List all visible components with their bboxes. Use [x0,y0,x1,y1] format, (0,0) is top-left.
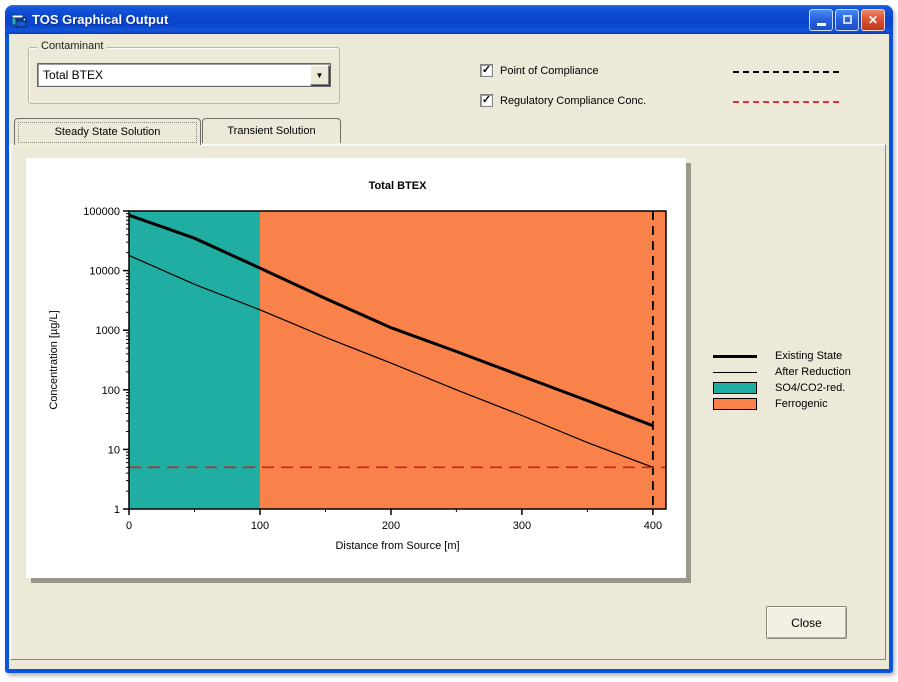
chart-canvas: 1 10 100 1000 10000 100000 0 100 200 300 400 Total … [26,158,686,583]
x-axis-label: Distance from Source [m] [335,540,459,552]
svg-text:400: 400 [644,520,662,532]
contaminant-group-label: Contaminant [37,40,108,52]
legend-label: SO4/CO2-red. [775,382,846,394]
close-button[interactable]: Close [766,606,847,639]
point-of-compliance-row: ✓ Point of Compliance [480,64,598,77]
dropdown-arrow-button[interactable]: ▼ [310,65,329,85]
zone [129,211,260,509]
chart-legend: Existing State After Reduction SO4/CO2-r… [713,348,883,412]
regulatory-compliance-label: Regulatory Compliance Conc. [500,94,647,107]
tab-steady-state-solution[interactable]: Steady State Solution [14,118,201,145]
minimize-icon [816,23,826,26]
thin-line-swatch [713,371,757,373]
legend-label: Existing State [775,350,843,362]
svg-text:100: 100 [251,520,269,532]
svg-text:10: 10 [108,444,120,456]
maximize-icon [842,15,852,24]
series-line [128,254,654,468]
legend-item-so4-co2-red: SO4/CO2-red. [713,380,883,396]
chart-panel: 1 10 100 1000 10000 100000 0 100 200 300 400 Total … [26,158,686,578]
regulatory-compliance-line-sample [733,101,839,103]
svg-text:300: 300 [513,520,531,532]
legend-label: After Reduction [775,366,851,378]
regulatory-compliance-checkbox[interactable]: ✓ [480,94,493,107]
minimize-button[interactable] [809,8,833,31]
thick-line-swatch [713,354,757,358]
app-icon [11,12,27,28]
regulatory-compliance-row: ✓ Regulatory Compliance Conc. [480,94,646,107]
point-of-compliance-checkbox[interactable]: ✓ [480,64,493,77]
series-line [128,213,654,428]
chevron-down-icon: ▼ [315,70,324,80]
legend-label: Ferrogenic [775,398,828,410]
contaminant-dropdown[interactable]: Total BTEX ▼ [37,63,331,87]
y-axis-label: Concentration [µg/L] [48,310,60,409]
dialog-client-area: Contaminant Total BTEX ▼ ✓ Point of Comp… [9,34,889,669]
svg-text:100000: 100000 [83,206,120,218]
contaminant-groupbox: Contaminant Total BTEX ▼ [28,40,340,104]
close-window-button[interactable]: ✕ [861,8,885,31]
point-of-compliance-label: Point of Compliance [500,64,599,77]
svg-text:100: 100 [102,385,120,397]
orange-fill-swatch [713,398,757,410]
steady-state-tab-page: 1 10 100 1000 10000 100000 0 100 200 300 400 Total … [10,144,886,660]
tab-transient-solution[interactable]: Transient Solution [202,118,341,143]
checkmark-icon: ✓ [481,64,492,76]
close-icon: ✕ [867,12,879,27]
point-of-compliance-line-sample [733,71,839,73]
tab-label: Steady State Solution [54,126,161,138]
maximize-button[interactable] [835,8,859,31]
zone [260,211,666,509]
dialog-window: TOS Graphical Output ✕ Contaminant Total… [5,5,893,673]
legend-item-existing-state: Existing State [713,348,883,364]
checkmark-icon: ✓ [481,94,492,106]
title-bar[interactable]: TOS Graphical Output ✕ [5,5,893,34]
chart-title: Total BTEX [369,180,428,192]
window-title: TOS Graphical Output [32,12,169,27]
teal-fill-swatch [713,382,757,394]
svg-text:10000: 10000 [89,266,120,278]
legend-item-after-reduction: After Reduction [713,364,883,380]
contaminant-selected-value: Total BTEX [43,68,104,82]
tab-label: Transient Solution [227,125,316,137]
svg-text:0: 0 [126,520,132,532]
legend-item-ferrogenic: Ferrogenic [713,396,883,412]
svg-text:200: 200 [382,520,400,532]
svg-text:1000: 1000 [96,325,120,337]
svg-text:1: 1 [114,504,120,516]
